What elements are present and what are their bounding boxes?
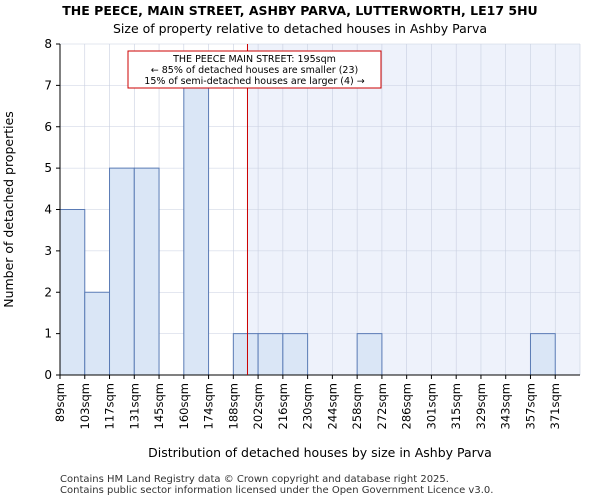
y-tick-label: 2 (44, 285, 52, 299)
x-tick-label: 286sqm (400, 383, 414, 429)
chart-subtitle: Size of property relative to detached ho… (112, 21, 488, 36)
footer-copyright: Contains HM Land Registry data © Crown c… (60, 474, 449, 485)
y-tick-label: 6 (44, 120, 52, 134)
x-tick-label: 315sqm (449, 383, 463, 429)
annotation-line: 15% of semi-detached houses are larger (… (144, 76, 364, 87)
bar (356, 333, 383, 376)
bar (109, 167, 135, 376)
y-tick-label: 3 (44, 244, 52, 258)
x-tick-label: 329sqm (474, 383, 488, 429)
x-tick-label: 258sqm (350, 383, 364, 429)
y-axis-label: Number of detached properties (1, 111, 16, 308)
x-tick-label: 244sqm (325, 383, 339, 429)
x-tick-label: 272sqm (375, 383, 389, 429)
footer-licence: Contains public sector information licen… (60, 485, 494, 496)
y-tick-label: 1 (44, 327, 52, 341)
x-tick-label: 145sqm (152, 383, 166, 429)
annotation-box (127, 50, 382, 89)
annotation-line: THE PEECE MAIN STREET: 195sqm (172, 54, 336, 65)
x-tick-label: 117sqm (103, 383, 117, 429)
y-tick-label: 7 (44, 78, 52, 92)
x-tick-label: 371sqm (548, 383, 562, 429)
x-axis-label: Distribution of detached houses by size … (148, 445, 492, 460)
x-tick-label: 188sqm (226, 383, 240, 429)
x-tick-label: 202sqm (251, 383, 265, 429)
bar (257, 333, 284, 376)
bar (529, 333, 556, 376)
y-tick-label: 0 (44, 368, 52, 382)
bar (282, 333, 309, 376)
annotation-line: ← 85% of detached houses are smaller (23… (151, 65, 358, 76)
x-tick-label: 131sqm (127, 383, 141, 429)
bar (59, 209, 86, 376)
bar (232, 333, 259, 376)
x-tick-label: 357sqm (523, 383, 537, 429)
x-tick-label: 103sqm (78, 383, 92, 429)
bar (183, 84, 210, 376)
y-tick-label: 5 (44, 161, 52, 175)
x-tick-label: 160sqm (177, 383, 191, 429)
x-tick-label: 216sqm (276, 383, 290, 429)
y-tick-label: 4 (44, 203, 52, 217)
x-tick-label: 230sqm (301, 383, 315, 429)
chart-title: THE PEECE, MAIN STREET, ASHBY PARVA, LUT… (62, 3, 538, 18)
bar (133, 167, 160, 376)
x-tick-label: 301sqm (424, 383, 438, 429)
y-tick-label: 8 (44, 37, 52, 51)
x-tick-label: 343sqm (499, 383, 513, 429)
bar (84, 291, 111, 376)
x-tick-label: 174sqm (202, 383, 216, 429)
x-tick-label: 89sqm (53, 383, 67, 422)
